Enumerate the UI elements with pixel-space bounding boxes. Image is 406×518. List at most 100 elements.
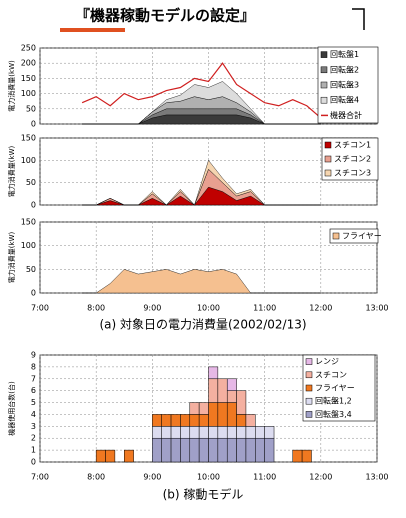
legend-box xyxy=(317,46,379,124)
hist-bar xyxy=(226,426,237,439)
hist-bar xyxy=(95,449,106,463)
hist-bar xyxy=(208,402,219,427)
y-tick-label: 5 xyxy=(31,398,36,407)
x-tick-label: 11:00 xyxy=(253,304,276,313)
y-tick-label: 9 xyxy=(31,351,36,360)
legend-swatch xyxy=(324,169,332,177)
y-tick-label: 1 xyxy=(31,446,36,455)
y-tick-label: 6 xyxy=(31,386,36,395)
legend-swatch xyxy=(332,232,340,240)
legend-box xyxy=(329,228,379,244)
hist-bar xyxy=(170,437,181,463)
page-title: 『機器稼動モデルの設定』 xyxy=(75,7,255,25)
y-tick-label: 250 xyxy=(21,44,36,53)
legend-label: スチコン1 xyxy=(334,141,371,150)
stacked-area xyxy=(82,269,321,294)
y-tick-label: 8 xyxy=(31,362,36,371)
y-tick-label: 0 xyxy=(31,201,36,210)
hist-bar xyxy=(161,437,172,463)
hist-bar xyxy=(208,437,219,463)
y-axis-label: 電力消費量(kW) xyxy=(7,146,16,198)
legend-label: スチコン3 xyxy=(334,169,371,178)
y-axis-label: 機器使用台数(台) xyxy=(7,381,16,436)
hist-bar xyxy=(152,437,162,463)
y-tick-label: 4 xyxy=(31,410,36,419)
y-tick-label: 100 xyxy=(21,241,36,250)
legend-label: 回転盤3,4 xyxy=(315,409,352,419)
legend-swatch xyxy=(320,96,328,104)
legend-label: フライヤー xyxy=(342,232,382,241)
hist-bar xyxy=(245,426,256,439)
y-tick-label: 2 xyxy=(31,434,36,443)
legend-swatch xyxy=(305,411,313,418)
x-tick-label: 13:00 xyxy=(365,304,388,313)
legend-box xyxy=(302,354,376,422)
x-tick-label: 9:00 xyxy=(143,473,161,482)
hist-bar xyxy=(124,449,134,463)
y-tick-label: 3 xyxy=(31,422,36,431)
hist-bar xyxy=(189,426,200,439)
hist-bar xyxy=(255,437,265,463)
x-tick-label: 7:00 xyxy=(31,473,49,482)
caption: (b) 稼動モデル xyxy=(163,487,244,502)
hist-bar xyxy=(255,426,265,439)
y-tick-label: 50 xyxy=(26,178,36,187)
caption: (a) 対象日の電力消費量(2002/02/13) xyxy=(99,317,306,332)
y-tick-label: 50 xyxy=(26,265,36,274)
hist-bar xyxy=(189,414,200,427)
x-tick-label: 9:00 xyxy=(143,304,161,313)
hist-bar xyxy=(180,437,191,463)
hist-bar xyxy=(152,426,162,439)
hist-bar xyxy=(170,426,181,439)
y-tick-label: 150 xyxy=(21,134,36,143)
y-tick-label: 0 xyxy=(31,458,36,467)
x-tick-label: 12:00 xyxy=(309,473,332,482)
stacked-area xyxy=(82,159,321,206)
legend-swatch xyxy=(324,141,332,149)
legend-label: 回転盤3 xyxy=(330,80,359,90)
legend-label: 回転盤4 xyxy=(330,95,359,105)
hist-bar xyxy=(198,414,209,427)
hist-bar xyxy=(189,437,200,463)
hist-bar xyxy=(217,378,228,403)
hist-bar xyxy=(245,437,256,463)
y-tick-label: 50 xyxy=(26,104,36,113)
hist-bar xyxy=(226,402,237,427)
hist-bar xyxy=(208,366,219,380)
legend-label: フライヤー xyxy=(315,384,355,393)
x-tick-label: 10:00 xyxy=(197,473,220,482)
hist-bar xyxy=(198,437,209,463)
hist-bar xyxy=(236,437,247,463)
hist-bar xyxy=(226,378,237,391)
legend-label: レンジ xyxy=(315,357,339,366)
legend-swatch xyxy=(305,397,313,405)
x-tick-label: 8:00 xyxy=(87,304,105,313)
hist-bar xyxy=(180,414,191,427)
legend-label: 回転盤1,2 xyxy=(315,396,352,406)
x-tick-label: 11:00 xyxy=(253,473,276,482)
legend-swatch xyxy=(305,371,313,379)
y-tick-label: 150 xyxy=(21,218,36,227)
legend-swatch xyxy=(320,51,328,58)
hist-bar xyxy=(301,449,312,463)
hist-bar xyxy=(198,426,209,439)
legend-box xyxy=(321,137,379,181)
legend-swatch xyxy=(320,81,328,89)
legend-label: 機器合計 xyxy=(330,110,362,120)
y-tick-label: 150 xyxy=(21,74,36,83)
hist-bar xyxy=(236,390,247,415)
y-axis-label: 電力消費量(kW) xyxy=(7,60,16,112)
hist-bar xyxy=(217,402,228,427)
title-bracket xyxy=(352,8,365,30)
hist-bar xyxy=(152,414,162,427)
hist-bar xyxy=(208,378,219,403)
x-tick-label: 13:00 xyxy=(365,473,388,482)
title-underline xyxy=(60,28,125,32)
hist-bar xyxy=(170,414,181,427)
x-tick-label: 7:00 xyxy=(31,304,49,313)
hist-bar xyxy=(208,426,219,439)
y-tick-label: 200 xyxy=(21,59,36,68)
y-tick-label: 0 xyxy=(31,120,36,129)
legend-label: 回転盤1 xyxy=(330,49,359,59)
